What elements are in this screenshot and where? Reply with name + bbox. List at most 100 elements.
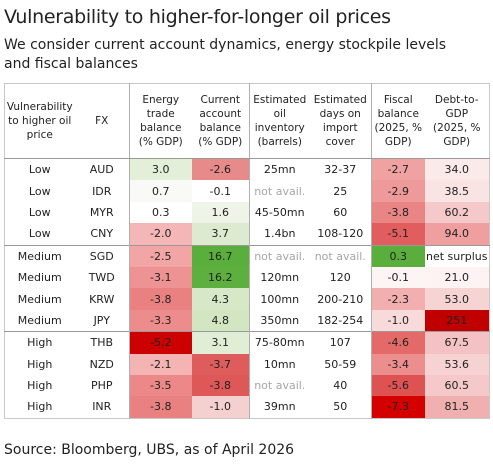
table-cell: IDR [92,184,112,198]
table-cell: 25 [333,184,348,198]
table-cell: -5.1 [371,223,425,246]
header-line: Fiscal [383,94,413,106]
table-cell: AUD [89,163,114,177]
table-cell: -2.7 [371,158,425,181]
column-header: Fiscal balance (2025, % GDP) [371,83,425,159]
header-line: balance [377,108,419,120]
table-cell: 107 [309,331,372,354]
table-row: Low CNY -2.0 3.7 1.4bn 108-120 -5.1 94.0 [5,223,490,246]
table-cell: 10mn [249,353,310,375]
table-cell: -5.2 [129,331,192,354]
table-cell: 0.3 [129,201,192,224]
table-cell: 1.6 [191,201,250,224]
table-body: Low AUD 3.0 -2.6 25mn 32-37 -2.7 34.0 Low IDR 0.7 -… [4,158,490,419]
table-cell: -3.8 [129,396,192,419]
table-cell: not avail. [309,244,372,267]
column-header: FX [74,83,130,159]
table-cell: -2.0 [129,223,192,246]
table-cell: 4.8 [191,309,250,332]
table-cell: Medium [17,313,62,327]
table-cell: 1.4bn [249,223,310,246]
header-line: days on [319,108,361,120]
table-cell: 120 [329,271,351,285]
table-cell: -3.1 [129,266,192,289]
table-row: Low IDR 0.7 -0.1 not avail. 25 -2.9 38.5 [5,180,490,202]
table-cell: 3.1 [191,331,250,354]
table-cell: 45-50mn [249,201,310,224]
header-line: trade [146,108,175,120]
table-cell: -3.8 [371,201,425,224]
table-cell: -2.6 [191,158,250,181]
header-line: (% GDP) [198,136,243,148]
table-cell: 39mn [249,396,310,419]
table-cell: 50 [333,400,348,414]
header-line: Energy [142,94,180,106]
table-cell: 94.0 [424,223,490,246]
table-cell: -2.1 [129,353,192,375]
table-cell: -4.6 [371,331,425,354]
header-line: (2025, % [433,122,481,134]
table-cell: 81.5 [424,396,490,419]
header-line: GDP) [443,136,471,148]
table-cell: -3.5 [129,374,192,397]
header-line: Estimated [253,94,307,106]
header-row: Vulnerability to higher oil price FX Energy t… [4,83,490,159]
table-cell: Low [28,184,51,198]
table-cell: PHP [90,379,113,393]
table-cell: 67.5 [424,331,490,354]
column-header: Current account balance (% GDP) [191,83,250,159]
table-cell: High [27,400,53,414]
table-cell: not avail. [249,180,310,202]
table-cell: -0.1 [209,184,231,198]
table-cell: -5.6 [371,374,425,397]
table-cell: High [4,331,75,354]
header-line: account [199,108,242,120]
column-header: Estimated oil inventory (barrels) [249,83,310,159]
table-cell: -3.8 [129,288,192,310]
column-header: Debt-to- GDP (2025, % GDP) [424,83,490,159]
table-cell: -7.3 [371,396,425,419]
table-row: High PHP -3.5 -3.8 not avail. 40 -5.6 60.5 [5,374,490,397]
table-cell: 182-254 [317,313,364,327]
table-cell: 53.6 [424,353,490,375]
header-line: Current [200,94,240,106]
header-line: GDP [445,108,469,120]
table-cell: INR [92,400,112,414]
table-row: Medium JPY -3.3 4.8 350mn 182-254 -1.0 251 [5,309,490,332]
table-cell: 40 [333,379,348,393]
table-cell: -0.1 [371,266,425,289]
column-header: Energy trade balance (% GDP) [129,83,192,159]
table-cell: 53.0 [424,288,490,310]
table-cell: TWD [88,271,115,285]
table-cell: 3.0 [129,158,192,181]
table-cell: 32-37 [324,163,357,177]
table-cell: -2.3 [371,288,425,310]
table-cell: 16.7 [191,244,250,267]
table-cell: THB [74,331,130,354]
table-cell: KRW [89,292,115,306]
table-row: Medium SGD -2.5 16.7 not avail. not avail. 0.3… [4,244,490,267]
header-line: Estimated [313,94,367,106]
table-cell: NZD [89,357,114,371]
table-cell: High [27,379,53,393]
table-cell: CNY [90,227,114,241]
table-cell: Low [28,163,51,177]
subtitle: We consider current account dynamics, en… [4,37,447,72]
column-header: Estimated days on import cover [309,83,372,159]
table-cell: Medium [17,271,62,285]
table-row: Medium TWD -3.1 16.2 120mn 120 -0.1 21.0 [5,266,490,289]
header-line: Debt-to- [434,94,479,106]
header-line: Vulnerability [6,101,73,113]
table-cell: Medium [4,244,75,267]
table-cell: not avail. [249,244,310,267]
table-cell: -3.4 [371,353,425,375]
title: Vulnerability to higher-for-longer oil p… [4,6,391,28]
table-row: High NZD -2.1 -3.7 10mn 50-59 -3.4 53.6 [5,353,490,375]
source: Source: Bloomberg, UBS, as of April 2026 [4,442,295,458]
table-cell: 16.2 [191,266,250,289]
header-line: (% GDP) [138,136,183,148]
table-cell: 120mn [249,266,310,289]
table-cell: 75-80mn [249,331,310,354]
table-cell: 50-59 [324,357,357,371]
table-cell: 21.0 [424,266,490,289]
